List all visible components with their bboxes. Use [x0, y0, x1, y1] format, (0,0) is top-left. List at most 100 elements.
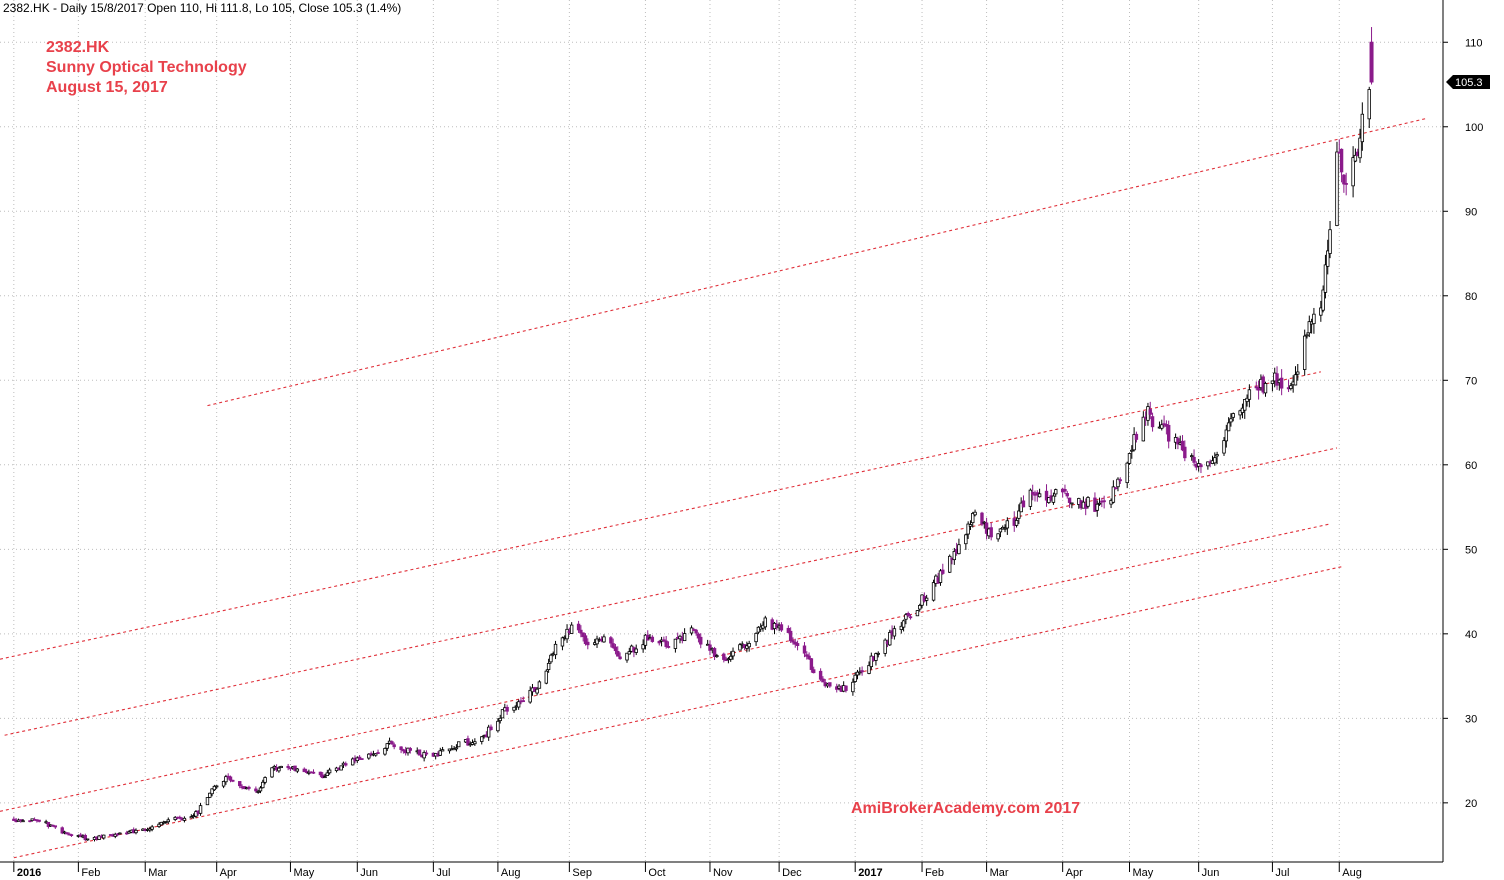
candle-body [938, 570, 943, 583]
candle-body [1160, 424, 1164, 429]
candle-body [69, 834, 74, 837]
candle-body [724, 659, 728, 662]
candle-body [809, 658, 814, 670]
candle-body [1247, 389, 1252, 400]
candle-body [350, 758, 355, 766]
candle-body [998, 528, 1003, 533]
x-tick-label: Aug [1342, 867, 1362, 879]
candle-body [1353, 154, 1358, 162]
y-tick-label: 60 [1465, 460, 1477, 472]
candle-body [901, 620, 906, 628]
candle-body [1030, 491, 1035, 495]
candle-body [417, 749, 422, 756]
candle-body [853, 674, 857, 682]
candle-body [327, 769, 332, 774]
candle-body [256, 791, 260, 793]
last-price-label: 105.3 [1455, 77, 1483, 89]
candle-body [569, 624, 574, 634]
candle-body [952, 551, 957, 561]
x-tick-label: Aug [501, 867, 521, 879]
candle-body [1224, 429, 1229, 442]
candle-body [28, 820, 32, 823]
x-tick-label: Dec [782, 867, 802, 879]
candle-body [805, 654, 809, 657]
candle-body [210, 788, 214, 795]
trend-line [207, 117, 1427, 407]
candle-body [1102, 500, 1106, 503]
candle-body [883, 639, 887, 654]
candle-body [984, 522, 989, 534]
candle-body [565, 628, 569, 640]
candle-body [277, 767, 281, 772]
y-tick-label: 40 [1465, 629, 1477, 641]
candle-body [37, 819, 41, 822]
candle-body [1231, 413, 1235, 418]
candle-body [788, 630, 793, 642]
candle-body [650, 636, 655, 642]
candle-body [802, 645, 807, 654]
candle-body [1243, 398, 1247, 411]
y-tick-label: 100 [1465, 122, 1483, 134]
candle-body [1125, 462, 1129, 484]
candle-body [915, 610, 920, 617]
candle-body [657, 641, 661, 644]
candle-body [339, 765, 343, 771]
candle-body [208, 792, 212, 798]
candle-body [1130, 449, 1134, 452]
candle-body [383, 748, 387, 755]
candle-body [673, 638, 678, 649]
candle-body [228, 776, 233, 781]
candle-body [60, 827, 64, 834]
candle-body [198, 805, 203, 814]
candle-body [376, 752, 380, 754]
candle-body [1342, 174, 1346, 185]
candle-body [722, 653, 726, 660]
x-tick-label: Apr [1066, 867, 1083, 879]
candle-body [422, 752, 426, 759]
annotation-company: Sunny Optical Technology [46, 59, 247, 76]
candle-body [851, 681, 855, 693]
candle-body [1312, 313, 1316, 325]
candle-body [1051, 495, 1056, 503]
candle-body [583, 635, 588, 645]
x-tick-label: 2016 [17, 867, 41, 879]
candle-body [964, 534, 968, 545]
annotation-date: August 15, 2017 [46, 79, 168, 96]
candle-body [438, 750, 442, 756]
candle-body [595, 638, 599, 645]
candle-body [1367, 89, 1371, 120]
candle-body [867, 665, 871, 674]
x-tick-label: Sep [572, 867, 592, 879]
candle-body [304, 770, 309, 773]
y-tick-label: 70 [1465, 375, 1477, 387]
candle-body [1263, 383, 1268, 394]
candle-body [214, 785, 219, 788]
candle-body [1360, 113, 1365, 143]
x-tick-label: Mar [148, 867, 167, 879]
candle-body [586, 641, 590, 646]
candle-body [1226, 422, 1231, 432]
candle-body [924, 597, 929, 601]
y-axis: 20 30 40 50 60 70 80 90 100 110 [1443, 37, 1483, 810]
candle-body [957, 544, 961, 555]
candle-body [662, 639, 666, 642]
candle-body [392, 744, 396, 748]
candle-body [613, 646, 618, 652]
y-tick-label: 90 [1465, 206, 1477, 218]
candle-body [664, 640, 668, 647]
x-tick-label: Jun [1202, 867, 1220, 879]
candle-body [1296, 371, 1300, 375]
candle-body [1113, 487, 1118, 490]
candle-body [908, 616, 913, 619]
candle-body [1141, 416, 1146, 442]
candle-body [1215, 454, 1219, 457]
candle-body [399, 746, 403, 750]
y-tick-label: 110 [1465, 37, 1483, 49]
candle-body [505, 706, 509, 712]
x-tick-label: Jul [436, 867, 450, 879]
candle-body [516, 701, 521, 708]
candle-body [1270, 380, 1275, 384]
candle-body [1028, 489, 1033, 507]
